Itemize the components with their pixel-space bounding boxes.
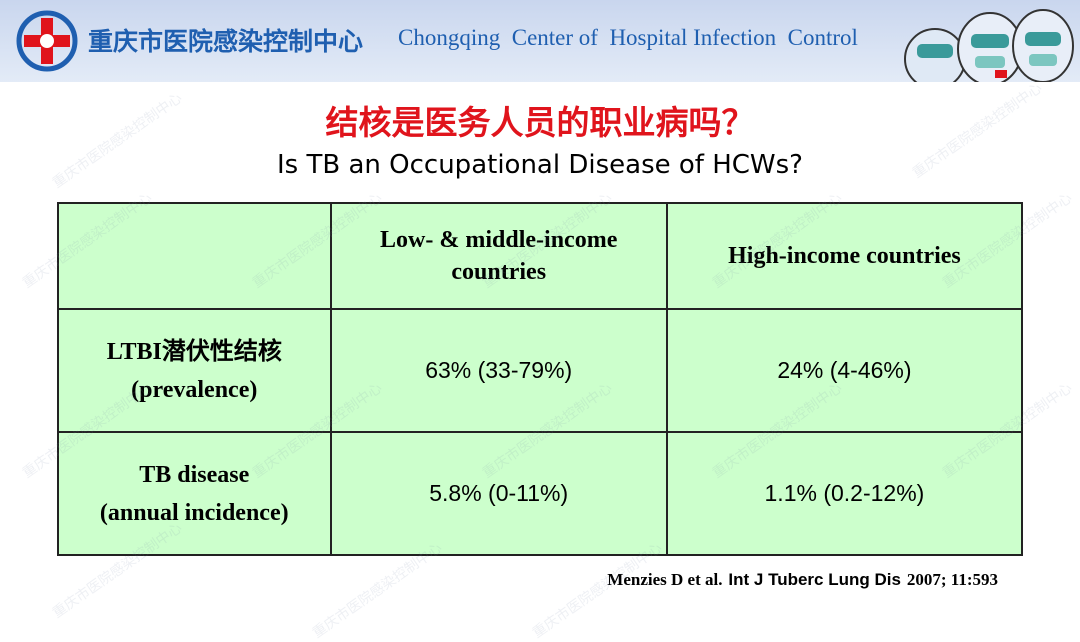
header-row: Low- & middle-income countries High-incom… (57, 201, 1024, 311)
logo (16, 10, 78, 72)
citation: Menzies D et al. Int J Tuberc Lung Dis 2… (607, 570, 998, 590)
row-header-line: (prevalence) (131, 376, 258, 403)
data-table: Low- & middle-income countries High-incom… (57, 201, 1024, 556)
org-name-en: Chongqing Center of Hospital Infection C… (398, 25, 858, 50)
table-row: TB disease (annual incidence) 5.8% (0-11%)… (57, 431, 1024, 556)
row-header-line: TB disease (139, 461, 250, 488)
column-header: Low- & middle-income countries (329, 201, 668, 311)
row-header-line: (annual incidence) (99, 499, 289, 526)
org-name-cn: 重庆市医院感染控制中心 (88, 27, 364, 56)
citation-ref: 2007; 11:593 (906, 570, 998, 589)
citation-authors: Menzies D et al. (607, 570, 723, 589)
row-header: LTBI潜伏性结核 (prevalence) (57, 308, 332, 434)
table-row: LTBI潜伏性结核 (prevalence) 63% (33-79%) 24% (4-… (57, 308, 1024, 434)
table-cell: 1.1% (0.2-12%) (665, 431, 1024, 556)
row-header-line: LTBI潜伏性结核 (106, 338, 282, 365)
column-header (57, 201, 332, 311)
column-header: High-income countries (665, 201, 1024, 311)
table-cell: 63% (33-79%) (329, 308, 668, 434)
title-cn: 结核是医务人员的职业病吗？ (325, 103, 755, 142)
header-band (0, 0, 1080, 82)
table-cell: 24% (4-46%) (665, 308, 1024, 434)
illustration (904, 9, 1074, 82)
citation-journal: Int J Tuberc Lung Dis (728, 570, 901, 589)
row-header: TB disease (annual incidence) (57, 431, 332, 556)
table-cell: 5.8% (0-11%) (329, 431, 668, 556)
title-en: Is TB an Occupational Disease of HCWs? (277, 150, 803, 180)
